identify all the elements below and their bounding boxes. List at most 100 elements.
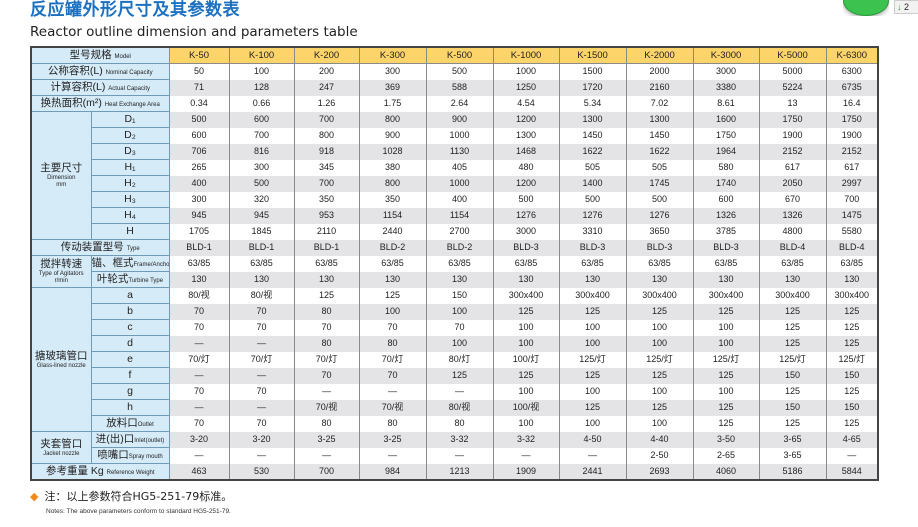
sub-label-cell: D₃: [90, 143, 170, 160]
table-row: 公称容积(L) Nominal Capacity 50 100 200 300 500 10…: [30, 63, 879, 80]
value-cell: BLD-2: [358, 239, 427, 256]
table-row: H 1705 1845 2110 2440 2700 3000 3310 3650 3785 480…: [31, 223, 879, 240]
row-label-cn: 计算容积(L): [50, 81, 106, 93]
value-cell: 70: [228, 383, 295, 400]
value-cell: 2050: [758, 175, 827, 192]
sub-label: 喷嘴口: [97, 449, 129, 461]
sub-label-en: Inlet(outlet): [134, 438, 165, 444]
value-cell: 1200: [492, 175, 560, 192]
value-cell: 8.61: [692, 95, 760, 112]
sub-label: D₂: [124, 129, 136, 141]
value-cell: 1900: [825, 127, 879, 144]
note-en: Notes: The above parameters conform to s…: [46, 508, 231, 515]
table-row: b 70 70 80 100 100 125 125 125 125 125 125: [31, 303, 879, 320]
value-cell: 2.64: [425, 95, 494, 112]
green-circle-button[interactable]: [843, 0, 889, 16]
value-cell: 70/灯: [358, 351, 427, 368]
value-cell: 300x400: [558, 287, 627, 304]
table-row: 搅拌转速 Type of Agitators r/min 锚、框式Frame/Anch…: [30, 255, 879, 288]
value-cell: 480: [492, 159, 560, 176]
value-cell: 150: [825, 367, 879, 384]
value-cell: 1845: [228, 223, 295, 240]
model-header-cell: K-2000: [625, 46, 694, 64]
value-cell: 670: [758, 191, 827, 208]
value-cell: 70: [168, 415, 230, 432]
table-header-row: 型号规格 Model K-50 K-100 K-200 K-300 K-500 K-1000…: [30, 46, 879, 64]
value-cell: 70: [228, 303, 295, 320]
value-cell: 125: [425, 367, 494, 384]
header-label-cell: 型号规格 Model: [30, 46, 170, 64]
row-label-cn: 公称容积(L): [47, 65, 103, 77]
row-label-cn: 传动装置型号: [60, 241, 124, 253]
value-cell: 125/灯: [558, 351, 627, 368]
value-cell: 100: [558, 335, 627, 352]
value-cell: 945: [228, 207, 295, 224]
value-cell: 150: [758, 399, 827, 416]
sub-label: H₁: [124, 161, 136, 173]
value-cell: 1000: [425, 127, 494, 144]
value-cell: 150: [825, 399, 879, 416]
sub-label: f: [128, 369, 132, 381]
group-label-cn: 夹套管口: [40, 437, 83, 450]
value-cell: 150: [758, 367, 827, 384]
value-cell: 5.34: [558, 95, 627, 112]
value-cell: 1300: [558, 111, 627, 128]
table-row: 搪玻璃管口 Glass-lined nozzle a 80/视 80/视 125 125 15…: [30, 287, 879, 432]
value-cell: —: [293, 383, 360, 400]
sub-label-cell: 喷嘴口Spray mouth: [90, 447, 170, 464]
value-cell: 63/85: [358, 255, 427, 272]
sub-label-en: Frame/Anchor Type: [133, 262, 170, 268]
value-cell: 5186: [758, 463, 827, 480]
value-cell: 100: [625, 415, 694, 432]
value-cell: 2110: [293, 223, 360, 240]
group-label-en: Type of Agitators: [38, 271, 84, 277]
value-cell: —: [228, 447, 295, 464]
value-cell: 600: [168, 127, 230, 144]
value-cell: 1900: [758, 127, 827, 144]
value-cell: 125: [758, 383, 827, 400]
value-cell: 1750: [825, 111, 879, 128]
value-cell: 4-65: [825, 431, 879, 448]
model-header-cell: K-1000: [492, 46, 560, 64]
value-cell: BLD-1: [293, 239, 360, 256]
floating-widget[interactable]: [843, 0, 889, 16]
value-cell: —: [558, 447, 627, 464]
row-label-cell: 计算容积(L) Actual Capacity: [30, 79, 170, 96]
value-cell: 100: [558, 383, 627, 400]
row-label-cn: 参考重量 Kg: [45, 465, 104, 477]
value-cell: 3000: [692, 63, 760, 80]
value-cell: 2000: [625, 63, 694, 80]
sub-label-cell: H: [90, 223, 170, 240]
value-cell: 1400: [558, 175, 627, 192]
row-label-en: Type: [126, 246, 140, 252]
value-cell: 3000: [492, 223, 560, 240]
value-cell: 3-20: [168, 431, 230, 448]
value-cell: 63/85: [168, 255, 230, 272]
value-cell: 3310: [558, 223, 627, 240]
value-cell: 2997: [825, 175, 879, 192]
value-cell: 300: [358, 63, 427, 80]
row-label-en: Reference Weight: [106, 470, 155, 476]
value-cell: 800: [358, 175, 427, 192]
sub-label: 进(出)口: [95, 433, 135, 445]
value-cell: BLD-2: [425, 239, 494, 256]
value-cell: 200: [293, 63, 360, 80]
value-cell: 3-20: [228, 431, 295, 448]
row-label-cell: 传动装置型号 Type: [30, 239, 170, 256]
value-cell: 1028: [358, 143, 427, 160]
value-cell: 300x400: [758, 287, 827, 304]
table-row: D₃ 706 816 918 1028 1130 1468 1622 1622 1964 2152 2…: [31, 143, 879, 160]
sub-label-cell: b: [90, 303, 170, 320]
sub-label: H₂: [124, 177, 136, 189]
value-cell: 500: [228, 175, 295, 192]
value-cell: —: [228, 335, 295, 352]
value-cell: 125: [358, 287, 427, 304]
table-row: 参考重量 Kg Reference Weight 463 530 700 984 1213…: [30, 463, 879, 481]
value-cell: 4-40: [625, 431, 694, 448]
value-cell: 953: [293, 207, 360, 224]
value-cell: 130: [168, 271, 230, 288]
value-cell: 617: [825, 159, 879, 176]
value-cell: 3-65: [758, 447, 827, 464]
table-row: f — —70 70 125 125 125 125 125 150 150: [31, 367, 879, 384]
value-cell: 1154: [358, 207, 427, 224]
